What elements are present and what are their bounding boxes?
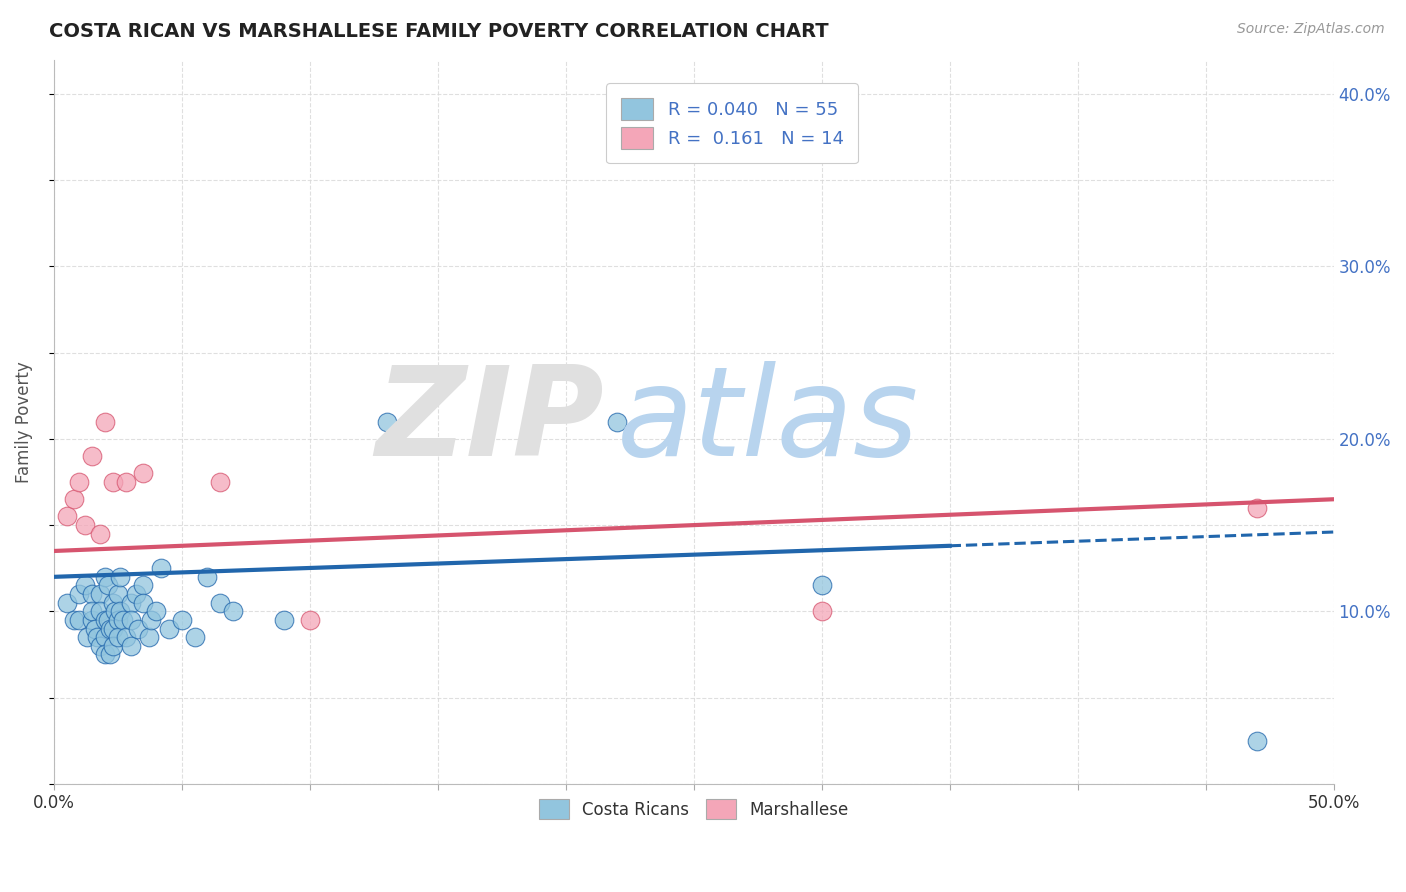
Point — [132, 596, 155, 610]
Text: COSTA RICAN VS MARSHALLESE FAMILY POVERTY CORRELATION CHART: COSTA RICAN VS MARSHALLESE FAMILY POVERT… — [49, 22, 828, 41]
Point — [98, 648, 121, 662]
Point — [67, 587, 90, 601]
Point — [94, 648, 117, 662]
Point — [197, 570, 219, 584]
Point — [83, 622, 105, 636]
Point — [94, 570, 117, 584]
Point — [1246, 500, 1268, 515]
Point — [138, 630, 160, 644]
Point — [273, 613, 295, 627]
Point — [101, 622, 124, 636]
Point — [55, 509, 77, 524]
Point — [150, 561, 173, 575]
Point — [101, 639, 124, 653]
Point — [107, 587, 129, 601]
Point — [606, 415, 628, 429]
Point — [94, 613, 117, 627]
Point — [67, 613, 90, 627]
Point — [209, 475, 232, 489]
Point — [73, 518, 96, 533]
Point — [67, 475, 90, 489]
Text: Source: ZipAtlas.com: Source: ZipAtlas.com — [1237, 22, 1385, 37]
Text: ZIP: ZIP — [375, 361, 605, 483]
Point — [82, 449, 104, 463]
Point — [110, 604, 132, 618]
Point — [107, 630, 129, 644]
Y-axis label: Family Poverty: Family Poverty — [15, 360, 32, 483]
Point — [97, 578, 120, 592]
Point — [298, 613, 321, 627]
Point — [145, 604, 167, 618]
Point — [107, 613, 129, 627]
Point — [76, 630, 98, 644]
Point — [170, 613, 193, 627]
Point — [63, 492, 86, 507]
Point — [125, 587, 148, 601]
Point — [101, 596, 124, 610]
Point — [114, 630, 136, 644]
Point — [114, 475, 136, 489]
Point — [63, 613, 86, 627]
Point — [82, 587, 104, 601]
Point — [157, 622, 180, 636]
Point — [222, 604, 245, 618]
Point — [101, 475, 124, 489]
Point — [810, 604, 832, 618]
Point — [89, 526, 111, 541]
Text: atlas: atlas — [617, 361, 920, 483]
Point — [183, 630, 205, 644]
Point — [94, 630, 117, 644]
Point — [132, 578, 155, 592]
Point — [810, 578, 832, 592]
Point — [120, 639, 142, 653]
Point — [55, 596, 77, 610]
Point — [98, 622, 121, 636]
Point — [120, 596, 142, 610]
Point — [111, 613, 134, 627]
Legend: Costa Ricans, Marshallese: Costa Ricans, Marshallese — [533, 792, 855, 826]
Point — [104, 604, 127, 618]
Point — [132, 467, 155, 481]
Point — [1246, 733, 1268, 747]
Point — [89, 639, 111, 653]
Point — [97, 613, 120, 627]
Point — [82, 613, 104, 627]
Point — [82, 604, 104, 618]
Point — [127, 622, 149, 636]
Point — [89, 587, 111, 601]
Point — [110, 570, 132, 584]
Point — [89, 604, 111, 618]
Point — [375, 415, 398, 429]
Point — [94, 415, 117, 429]
Point — [139, 613, 162, 627]
Point — [73, 578, 96, 592]
Point — [86, 630, 108, 644]
Point — [120, 613, 142, 627]
Point — [209, 596, 232, 610]
